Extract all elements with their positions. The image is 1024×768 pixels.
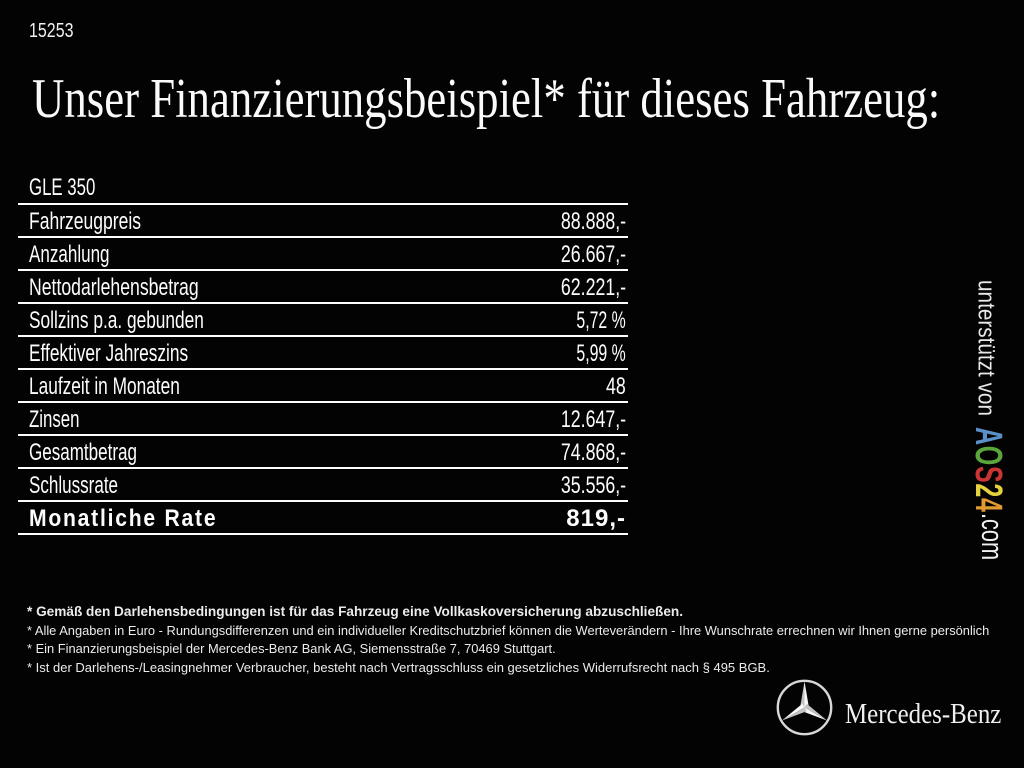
svg-text:unterstützt von: unterstützt von <box>973 280 1000 416</box>
svg-text:.com: .com <box>975 513 1010 560</box>
svg-text:AOS24: AOS24 <box>968 427 1010 513</box>
